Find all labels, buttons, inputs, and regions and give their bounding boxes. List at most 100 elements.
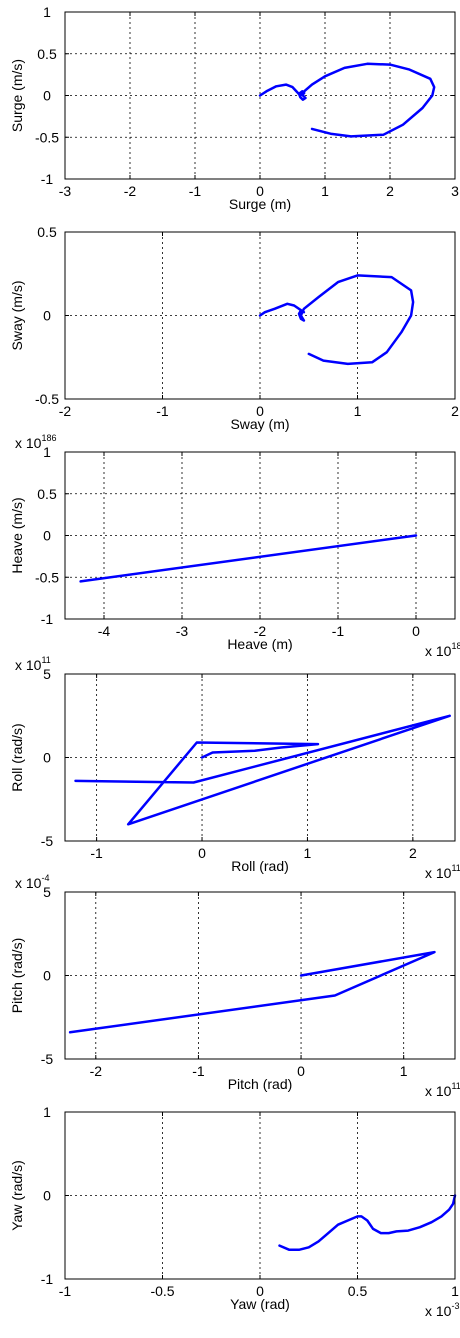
x-axis-label: Surge (m)	[229, 196, 291, 212]
x-tick-label: 0.5	[348, 1283, 368, 1299]
x-tick-label: 0	[198, 845, 206, 861]
x-tick-label: -2	[254, 623, 267, 639]
series-line-1	[74, 714, 451, 826]
x-tick-label: 1	[304, 845, 312, 861]
y-tick-label: 5	[43, 666, 51, 682]
series-line-1	[278, 1194, 457, 1252]
y-tick-label: -5	[41, 833, 54, 849]
x-scale-exponent: 185	[451, 641, 460, 651]
y-axis-label: Pitch (rad/s)	[9, 938, 25, 1013]
subplot-3: -4 -3 -2 -1 0 -1 -0.5 0 0.5 1 Heave (m) Heave (m/s)…	[9, 433, 460, 659]
series-line-1	[258, 62, 436, 138]
x-tick-label: -1	[59, 1283, 72, 1299]
axes-frame	[64, 11, 456, 180]
y-tick-label: 0.5	[37, 486, 57, 502]
y-tick-label: 0	[43, 308, 51, 324]
y-axis-label: Sway (m/s)	[9, 281, 25, 351]
x-scale-multiplier: x 1011	[425, 1081, 460, 1099]
x-tick-label: -4	[98, 623, 111, 639]
y-axis-label: Yaw (rad/s)	[9, 1160, 25, 1231]
x-axis-label: Roll (rad)	[231, 858, 289, 874]
x-tick-label: -3	[176, 623, 189, 639]
x-tick-label: -0.5	[150, 1283, 174, 1299]
y-tick-label: 0	[43, 750, 51, 766]
x-tick-label: 1	[400, 1063, 408, 1079]
y-scale-multiplier: x 10-4	[15, 873, 49, 891]
y-tick-label: 1	[43, 4, 51, 20]
y-tick-label: -0.5	[35, 569, 59, 585]
y-scale-base: x 10	[15, 875, 42, 891]
series-line-1	[79, 534, 418, 583]
y-axis-label: Roll (rad/s)	[9, 723, 25, 791]
x-tick-label: -1	[189, 183, 202, 199]
axes-frame	[64, 673, 456, 842]
y-tick-label: -1	[41, 171, 54, 187]
x-scale-exponent: -3	[451, 1301, 459, 1311]
y-axis-label: Surge (m/s)	[9, 59, 25, 132]
y-scale-exponent: -4	[41, 873, 49, 883]
x-tick-label: 3	[451, 183, 459, 199]
y-scale-multiplier: x 10186	[15, 433, 57, 451]
x-tick-label: 1	[451, 1283, 459, 1299]
x-tick-label: 2	[409, 845, 417, 861]
x-scale-exponent: 11	[451, 1081, 460, 1091]
x-axis-label: Sway (m)	[230, 416, 289, 432]
y-tick-label: -5	[41, 1051, 54, 1067]
x-tick-label: 1	[321, 183, 329, 199]
x-scale-exponent: 11	[451, 863, 460, 873]
series-line-1	[258, 274, 415, 366]
subplot-6: -1 -0.5 0 0.5 1 -1 0 1 Yaw (rad) Yaw (rad/s) x 10-…	[9, 1104, 459, 1319]
x-axis-label: Yaw (rad)	[230, 1296, 290, 1312]
y-tick-label: 1	[43, 1104, 51, 1120]
axes-frame	[64, 231, 456, 400]
x-scale-base: x 10	[425, 643, 452, 659]
y-tick-label: 0	[43, 528, 51, 544]
y-axis-label: Heave (m/s)	[9, 497, 25, 573]
x-scale-multiplier: x 1011	[425, 863, 460, 881]
x-scale-base: x 10	[425, 1083, 452, 1099]
x-tick-label: -2	[124, 183, 137, 199]
x-tick-label: -1	[90, 845, 103, 861]
x-tick-label: 0	[256, 1283, 264, 1299]
y-tick-label: 0	[43, 968, 51, 984]
y-tick-label: 0	[43, 88, 51, 104]
x-scale-base: x 10	[425, 865, 452, 881]
y-scale-base: x 10	[15, 435, 42, 451]
y-scale-base: x 10	[15, 657, 42, 673]
axes-frame	[64, 891, 456, 1060]
x-scale-base: x 10	[425, 1303, 452, 1319]
x-tick-label: 0	[256, 403, 264, 419]
subplot-1: -3 -2 -1 0 1 2 3 -1 -0.5 0 0.5 1 Surge (m) Surge (m/s…	[9, 4, 459, 212]
y-tick-label: 5	[43, 884, 51, 900]
y-tick-label: -1	[41, 1271, 54, 1287]
axes-frame	[64, 451, 456, 620]
x-tick-label: 0	[297, 1063, 305, 1079]
x-scale-multiplier: x 10-3	[425, 1301, 459, 1319]
x-axis-label: Heave (m)	[227, 636, 292, 652]
x-tick-label: -2	[59, 403, 72, 419]
series-line-1	[68, 950, 436, 1034]
x-scale-multiplier: x 10185	[425, 641, 460, 659]
x-tick-label: 0	[256, 183, 264, 199]
x-tick-label: -1	[156, 403, 169, 419]
x-axis-label: Pitch (rad)	[228, 1076, 293, 1092]
subplot-2: -2 -1 0 1 2 -0.5 0 0.5 Sway (m) Sway (m/s)	[9, 224, 459, 432]
axes-frame	[64, 1111, 456, 1280]
y-tick-label: -0.5	[35, 391, 59, 407]
x-tick-label: 1	[354, 403, 362, 419]
x-tick-label: 0	[412, 623, 420, 639]
y-scale-exponent: 186	[41, 433, 56, 443]
y-tick-label: 0.5	[37, 46, 57, 62]
x-tick-label: 2	[386, 183, 394, 199]
x-tick-label: -2	[90, 1063, 103, 1079]
x-tick-label: -1	[332, 623, 345, 639]
y-tick-label: 0	[43, 1188, 51, 1204]
y-tick-label: 1	[43, 444, 51, 460]
y-scale-multiplier: x 1011	[15, 655, 51, 673]
y-tick-label: -0.5	[35, 129, 59, 145]
y-tick-label: -1	[41, 611, 54, 627]
y-scale-exponent: 11	[41, 655, 50, 665]
